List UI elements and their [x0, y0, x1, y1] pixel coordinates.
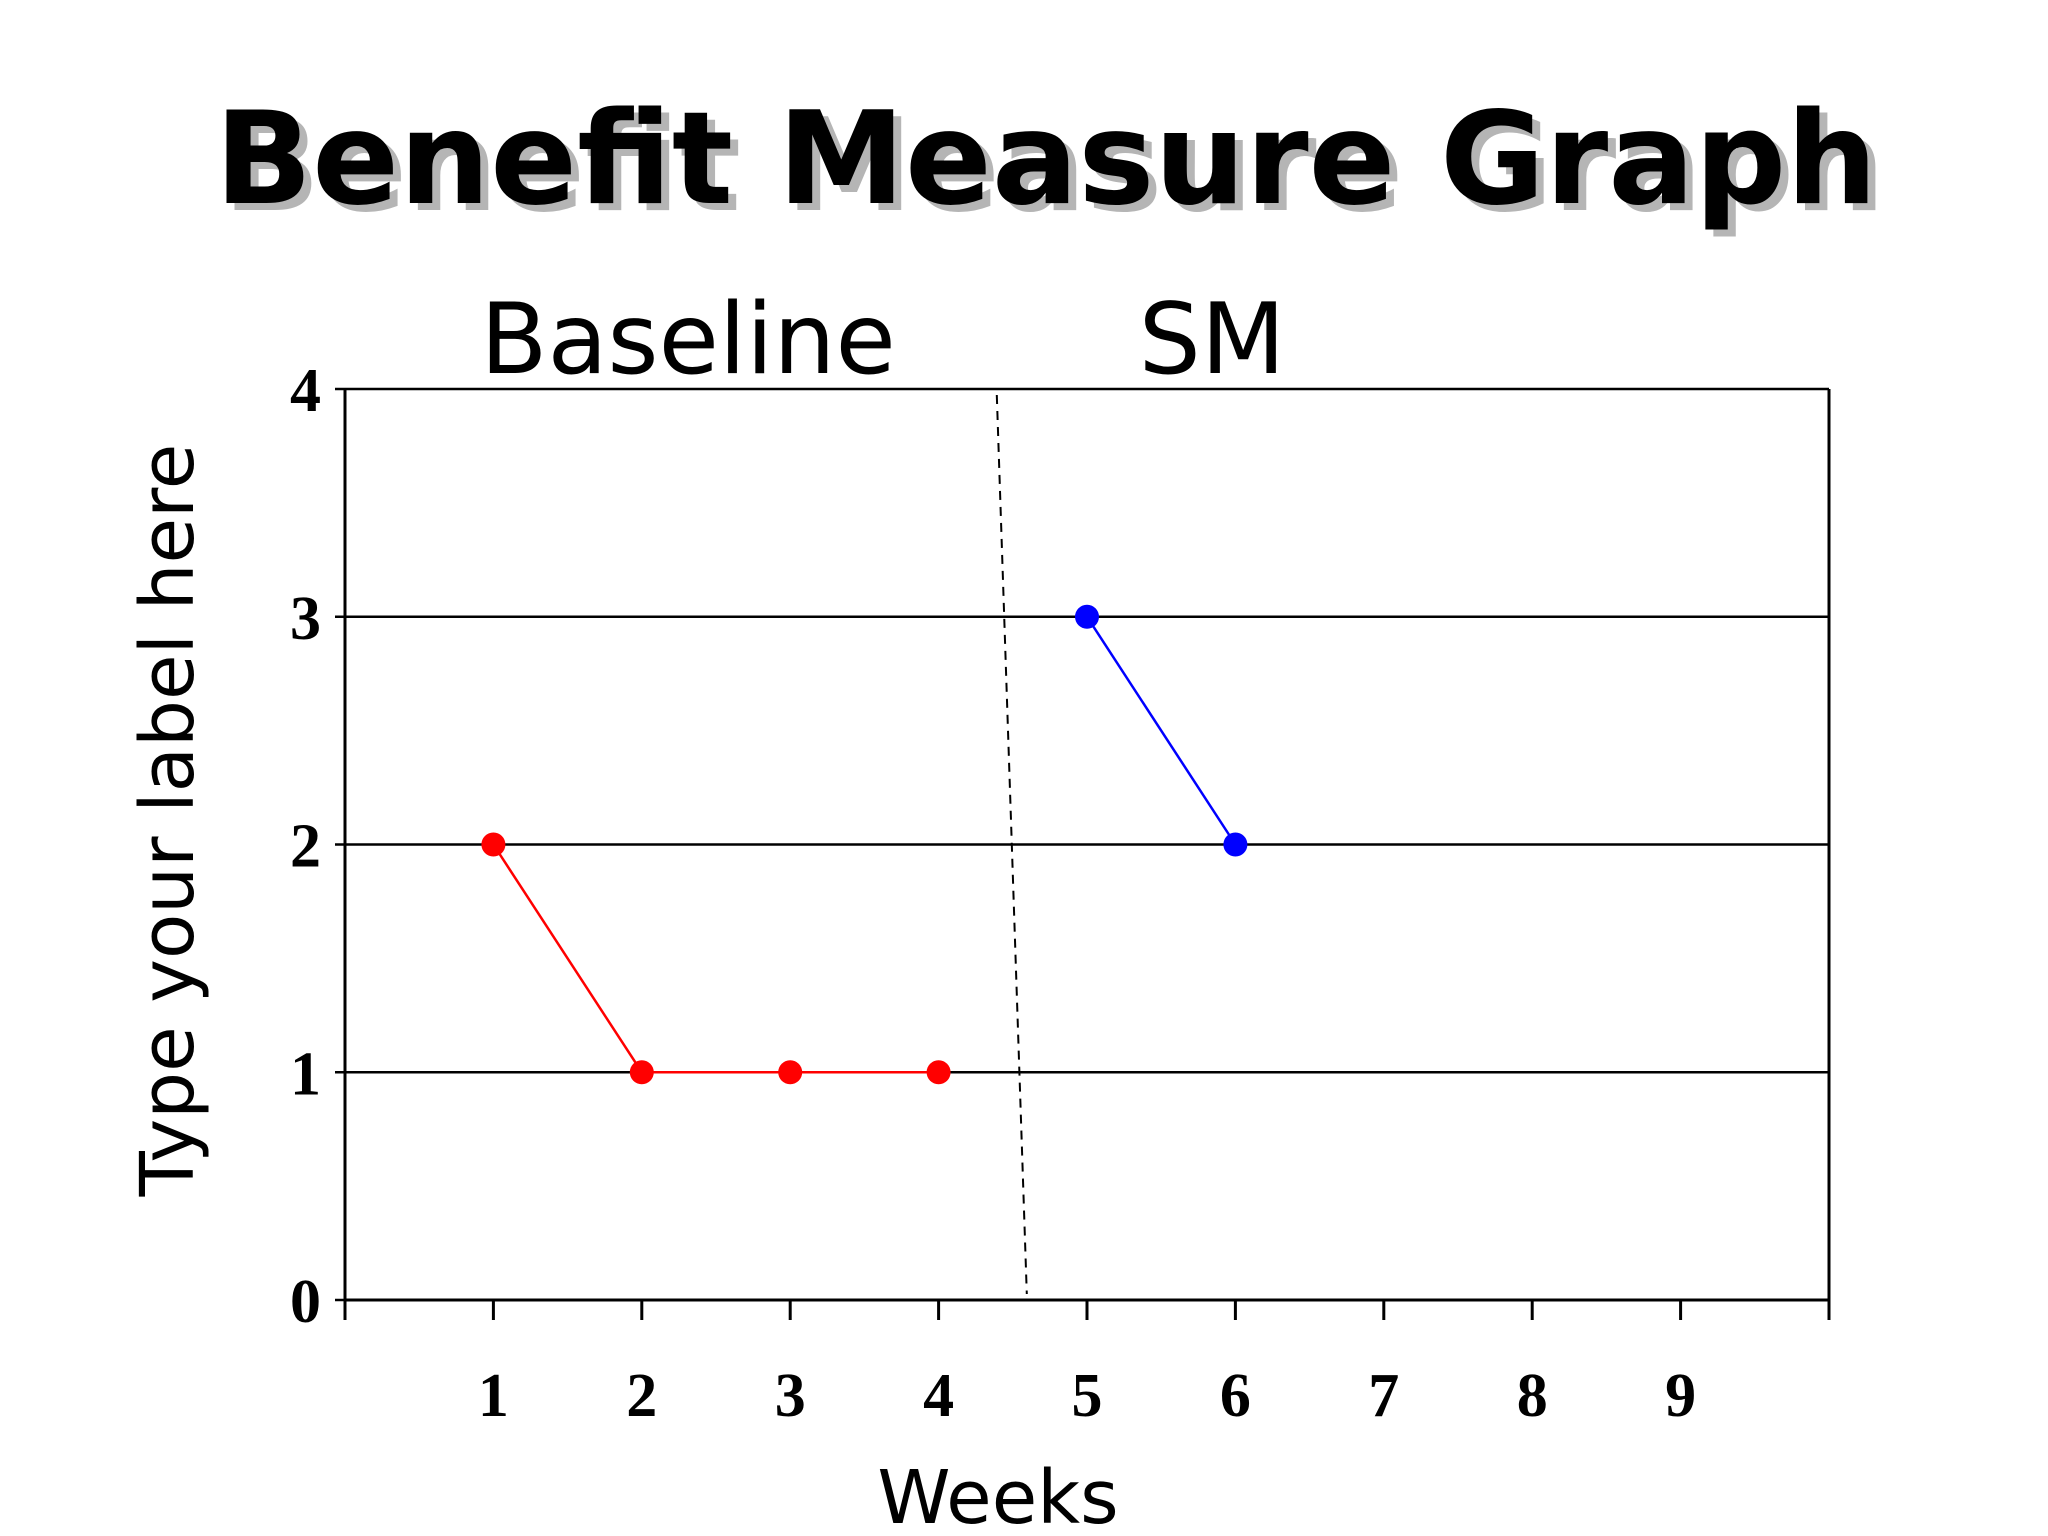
series-2-point-1 [1075, 604, 1099, 629]
series-1-line [492, 843, 939, 1074]
x-tick-label-2: 2 [626, 1362, 657, 1430]
x-axis-title: Weeks [877, 1455, 1118, 1536]
x-tick-label-7: 7 [1368, 1362, 1399, 1430]
x-tick-label-4: 4 [923, 1362, 954, 1430]
x-tick-label-5: 5 [1072, 1362, 1103, 1430]
series-1-point-2 [629, 1060, 654, 1085]
series-1-point-3 [778, 1060, 803, 1085]
series-1-point-4 [926, 1060, 951, 1085]
chart-title-shadow: Benefit Measure Graph [223, 92, 1886, 241]
phase-change-line [995, 394, 1028, 1295]
y-axis-title: Type your label here [125, 444, 211, 1198]
y-tick-label-0: 0 [290, 1268, 321, 1336]
series-2-point-2 [1223, 832, 1248, 857]
x-tick-label-3: 3 [775, 1362, 806, 1430]
phase-label-sm: SM [1139, 283, 1286, 397]
y-tick-label-2: 2 [290, 813, 321, 881]
chart-title: Benefit Measure Graph [215, 85, 1878, 234]
series-1-point-1 [481, 832, 506, 857]
x-tick-label-6: 6 [1220, 1362, 1251, 1430]
x-tick-label-9: 9 [1665, 1362, 1696, 1430]
x-tick-label-1: 1 [478, 1362, 509, 1430]
y-tick-label-1: 1 [290, 1040, 321, 1108]
phase-label-baseline: Baseline [480, 283, 896, 397]
y-tick-label-3: 3 [290, 585, 321, 653]
y-tick-label-4: 4 [290, 357, 321, 425]
series-2-line [1085, 616, 1237, 846]
x-tick-label-8: 8 [1517, 1362, 1548, 1430]
